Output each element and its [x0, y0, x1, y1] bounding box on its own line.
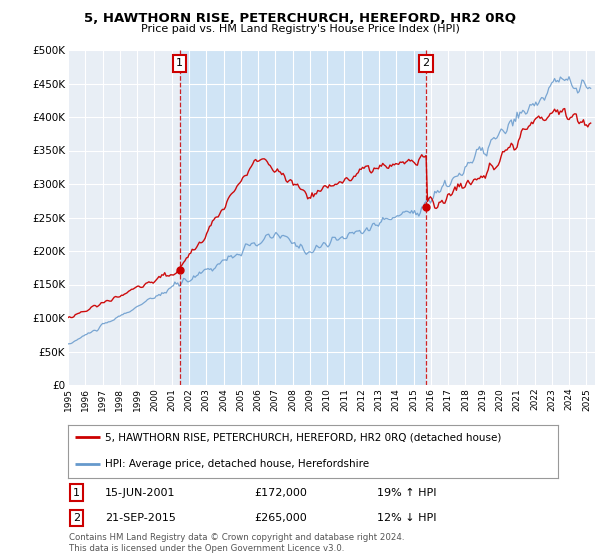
Text: Price paid vs. HM Land Registry's House Price Index (HPI): Price paid vs. HM Land Registry's House …	[140, 24, 460, 34]
Text: HPI: Average price, detached house, Herefordshire: HPI: Average price, detached house, Here…	[105, 459, 369, 469]
Text: 2: 2	[422, 58, 430, 68]
Text: £265,000: £265,000	[254, 513, 307, 523]
Text: 2: 2	[73, 513, 80, 523]
Text: 5, HAWTHORN RISE, PETERCHURCH, HEREFORD, HR2 0RQ: 5, HAWTHORN RISE, PETERCHURCH, HEREFORD,…	[84, 12, 516, 25]
Text: 12% ↓ HPI: 12% ↓ HPI	[377, 513, 436, 523]
Text: 1: 1	[176, 58, 183, 68]
Bar	[179, 50, 426, 385]
Text: Contains HM Land Registry data © Crown copyright and database right 2024.
This d: Contains HM Land Registry data © Crown c…	[69, 533, 404, 553]
Text: 15-JUN-2001: 15-JUN-2001	[105, 488, 175, 498]
Text: 1: 1	[73, 488, 80, 498]
Text: 19% ↑ HPI: 19% ↑ HPI	[377, 488, 436, 498]
Text: 21-SEP-2015: 21-SEP-2015	[105, 513, 176, 523]
Text: £172,000: £172,000	[254, 488, 307, 498]
Text: 5, HAWTHORN RISE, PETERCHURCH, HEREFORD, HR2 0RQ (detached house): 5, HAWTHORN RISE, PETERCHURCH, HEREFORD,…	[105, 432, 501, 442]
